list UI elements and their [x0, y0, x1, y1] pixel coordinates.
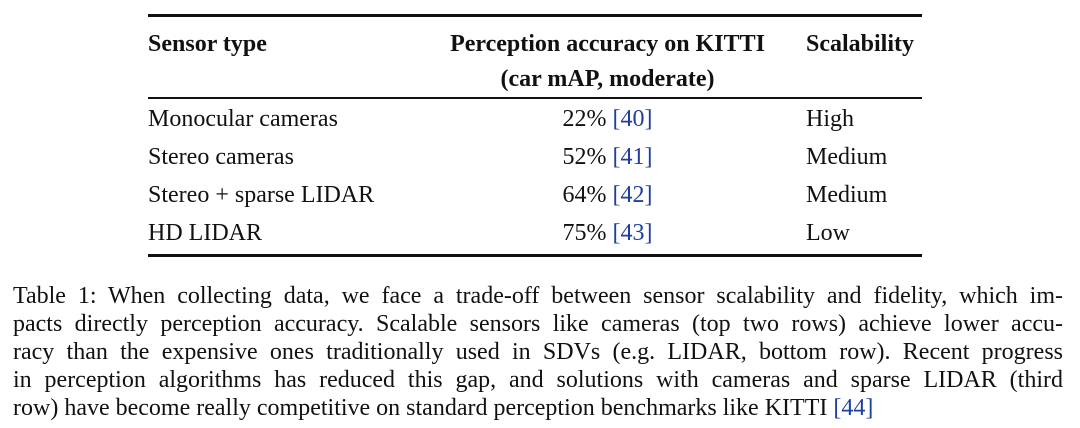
- table-row-scalability: High: [806, 106, 854, 132]
- citation-number[interactable]: 40: [620, 106, 645, 132]
- table-row-sensor: Monocular cameras: [148, 106, 338, 132]
- accuracy-value: 64%: [562, 182, 607, 208]
- table-bottom-rule: [148, 254, 922, 257]
- citation-link[interactable]: [42]: [612, 182, 653, 208]
- header-accuracy-line1: Perception accuracy on KITTI: [450, 31, 765, 57]
- table-row-sensor: Stereo + sparse LIDAR: [148, 182, 375, 208]
- citation-number[interactable]: 42: [620, 182, 645, 208]
- header-scalability: Scalability: [806, 31, 915, 57]
- caption-line: Table 1: When collecting data, we face a…: [13, 283, 1063, 309]
- table-row-accuracy: 75% [43]: [420, 218, 795, 248]
- table-mid-rule: [148, 97, 922, 99]
- accuracy-value: 75%: [562, 220, 607, 246]
- header-accuracy-line2: (car mAP, moderate): [500, 66, 715, 92]
- table-caption: Table 1: When collecting data, we face a…: [13, 282, 1063, 422]
- table-row-sensor: HD LIDAR: [148, 220, 262, 246]
- caption-line: in perception algorithms has reduced thi…: [13, 367, 1063, 393]
- caption-line: row) have become really competitive on s…: [13, 395, 828, 421]
- table-row-accuracy: 64% [42]: [420, 180, 795, 210]
- citation-link[interactable]: [40]: [612, 106, 653, 132]
- table-top-rule: [148, 14, 922, 17]
- table-row-scalability: Low: [806, 220, 850, 246]
- table-row-scalability: Medium: [806, 182, 888, 208]
- citation-link[interactable]: [43]: [612, 220, 653, 246]
- accuracy-value: 22%: [562, 106, 607, 132]
- table-row-sensor: Stereo cameras: [148, 144, 294, 170]
- accuracy-value: 52%: [562, 144, 607, 170]
- caption-line: pacts directly perception accuracy. Scal…: [13, 311, 1063, 337]
- caption-line: racy than the expensive ones traditional…: [13, 339, 1063, 365]
- citation-link[interactable]: [41]: [612, 144, 653, 170]
- caption-last-line: row) have become really competitive on s…: [13, 394, 1063, 422]
- header-sensor-type: Sensor type: [148, 31, 267, 57]
- citation-link[interactable]: [44]: [833, 395, 874, 421]
- table-row-scalability: Medium: [806, 144, 888, 170]
- citation-number[interactable]: 43: [620, 220, 645, 246]
- citation-number[interactable]: 44: [841, 395, 866, 421]
- table-row-accuracy: 22% [40]: [420, 104, 795, 134]
- citation-number[interactable]: 41: [620, 144, 645, 170]
- table-row-accuracy: 52% [41]: [420, 142, 795, 172]
